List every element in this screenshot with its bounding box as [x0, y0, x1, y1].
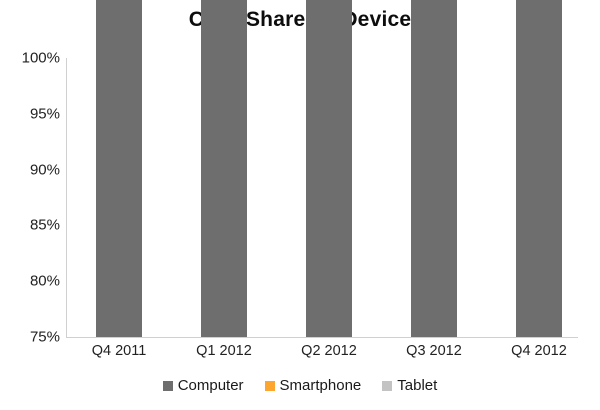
x-axis-tick-label: Q2 2012	[301, 343, 357, 359]
x-axis-tick-label: Q4 2012	[511, 343, 567, 359]
chart-legend: Computer Smartphone Tablet	[0, 377, 600, 394]
legend-label: Smartphone	[279, 377, 362, 394]
stacked-bar-column[interactable]: 77.9%13.5%8.6%	[411, 0, 457, 337]
legend-item[interactable]: Smartphone	[264, 377, 362, 394]
bar-segment[interactable]	[306, 0, 352, 337]
y-axis-tick-label: 75%	[29, 328, 60, 346]
legend-swatch-icon	[264, 380, 275, 391]
plot-area: 87.6%8.2%4.2% 82.0%12.2%5.8% 80.0%12.9%7.2…	[66, 0, 578, 337]
stacked-bar-column[interactable]: 76.6%13.6%9.8%	[516, 0, 562, 337]
y-axis-tick-label: 90%	[29, 161, 60, 179]
y-axis-tick-label: 100%	[21, 49, 60, 67]
stacked-bar-column[interactable]: 87.6%8.2%4.2%	[96, 0, 142, 337]
x-axis-tick-label: Q1 2012	[196, 343, 252, 359]
bar-segment[interactable]	[201, 0, 247, 337]
stacked-bar-column[interactable]: 82.0%12.2%5.8%	[201, 0, 247, 337]
bar-segment[interactable]	[411, 0, 457, 337]
x-axis-tick-label: Q4 2011	[91, 343, 147, 359]
x-axis-tick-label: Q3 2012	[406, 343, 462, 359]
y-axis-tick-label: 80%	[29, 272, 60, 290]
chart-title: Click Share by Device	[188, 8, 412, 31]
y-axis: 75% 80% 85% 90% 95% 100%	[0, 0, 60, 410]
legend-swatch-icon	[382, 380, 393, 391]
y-axis-tick-label: 85%	[29, 216, 60, 234]
bar-segment[interactable]	[96, 0, 142, 337]
legend-item[interactable]: Tablet	[382, 377, 437, 394]
legend-label: Computer	[177, 377, 244, 394]
bar-segment[interactable]	[516, 0, 562, 337]
legend-label: Tablet	[397, 377, 438, 394]
legend-item[interactable]: Computer	[162, 377, 244, 394]
stacked-bar-column[interactable]: 80.0%12.9%7.2%	[306, 0, 352, 337]
y-axis-line	[66, 58, 67, 338]
y-axis-tick-label: 95%	[29, 105, 60, 123]
legend-swatch-icon	[162, 380, 173, 391]
x-axis-line	[66, 337, 578, 338]
